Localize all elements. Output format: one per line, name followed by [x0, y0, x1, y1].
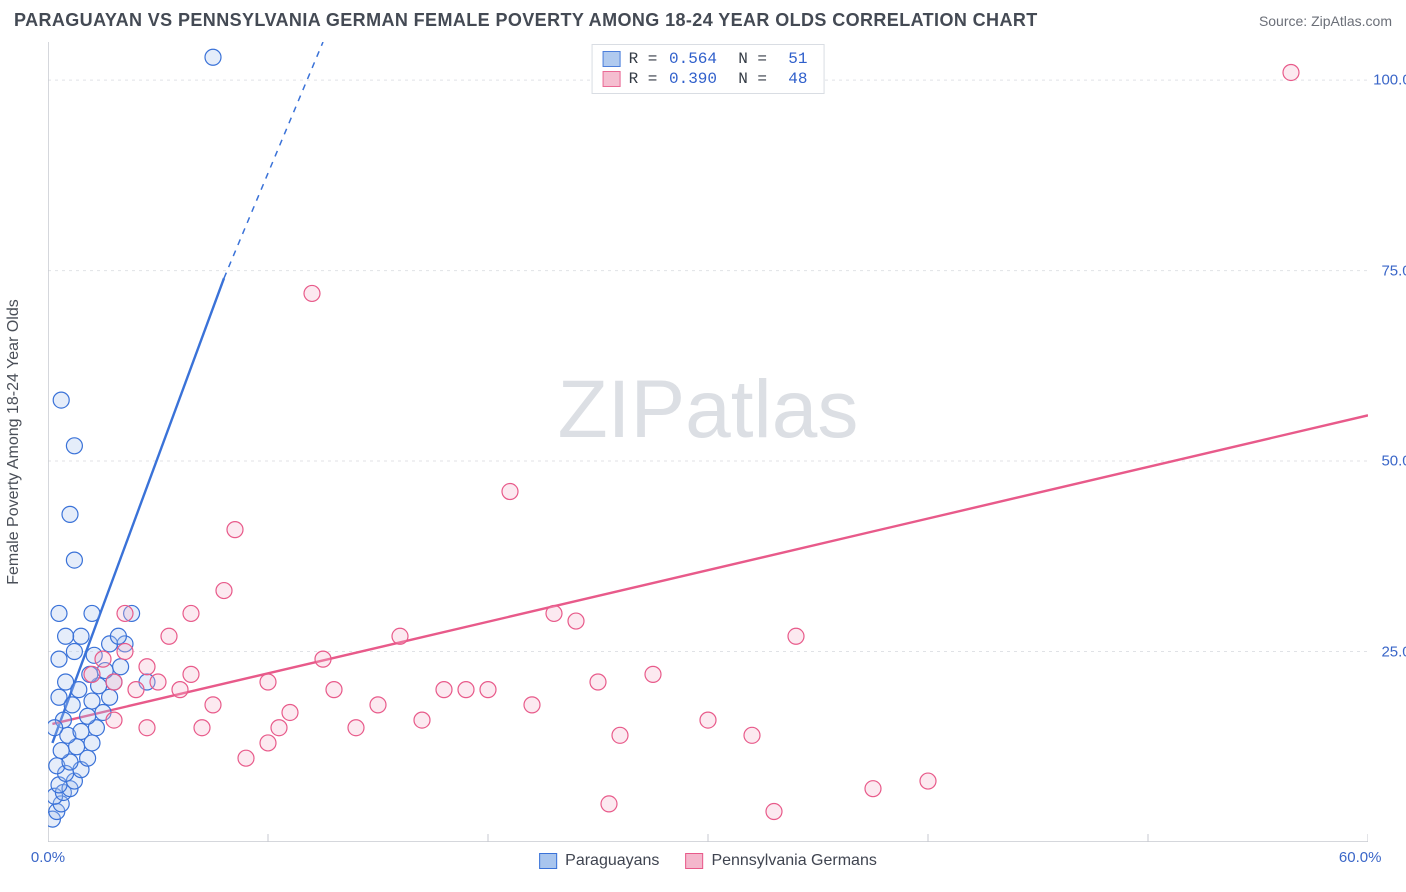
chart-source: Source: ZipAtlas.com — [1259, 13, 1392, 29]
data-point — [84, 693, 100, 709]
data-point — [370, 697, 386, 713]
y-tick-label: 50.0% — [1381, 453, 1406, 470]
regression-line-extend — [224, 42, 323, 278]
data-point — [260, 735, 276, 751]
data-point — [304, 285, 320, 301]
legend-item: Paraguayans — [539, 852, 659, 870]
data-point — [766, 804, 782, 820]
data-point — [58, 628, 74, 644]
data-point — [194, 720, 210, 736]
data-point — [205, 697, 221, 713]
data-point — [73, 724, 89, 740]
data-point — [51, 689, 67, 705]
data-point — [73, 628, 89, 644]
data-point — [1283, 64, 1299, 80]
data-point — [117, 605, 133, 621]
legend-swatch — [539, 853, 557, 869]
data-point — [216, 583, 232, 599]
data-point — [95, 651, 111, 667]
data-point — [326, 682, 342, 698]
data-point — [139, 659, 155, 675]
data-point — [58, 674, 74, 690]
data-point — [315, 651, 331, 667]
data-point — [920, 773, 936, 789]
data-point — [113, 659, 129, 675]
data-point — [271, 720, 287, 736]
data-point — [744, 727, 760, 743]
legend-stats-text: R = 0.390 N = 48 — [629, 69, 810, 89]
y-tick-label: 75.0% — [1381, 262, 1406, 279]
data-point — [260, 674, 276, 690]
data-point — [645, 666, 661, 682]
data-point — [80, 708, 96, 724]
data-point — [612, 727, 628, 743]
data-point — [865, 781, 881, 797]
data-point — [128, 682, 144, 698]
data-point — [436, 682, 452, 698]
legend-stats-text: R = 0.564 N = 51 — [629, 49, 810, 69]
data-point — [183, 666, 199, 682]
data-point — [106, 674, 122, 690]
y-axis-label: Female Poverty Among 18-24 Year Olds — [5, 299, 23, 585]
data-point — [51, 605, 67, 621]
legend-stats-row: R = 0.564 N = 51 — [603, 49, 810, 69]
data-point — [150, 674, 166, 690]
source-prefix: Source: — [1259, 13, 1311, 29]
data-point — [590, 674, 606, 690]
data-point — [700, 712, 716, 728]
data-point — [601, 796, 617, 812]
x-tick-label: 60.0% — [1339, 849, 1382, 866]
data-point — [62, 506, 78, 522]
legend-swatch — [685, 853, 703, 869]
data-point — [524, 697, 540, 713]
chart-header: PARAGUAYAN VS PENNSYLVANIA GERMAN FEMALE… — [14, 10, 1392, 31]
data-point — [183, 605, 199, 621]
data-point — [161, 628, 177, 644]
legend-item: Pennsylvania Germans — [685, 852, 876, 870]
legend-label: Paraguayans — [565, 852, 659, 870]
data-point — [66, 552, 82, 568]
data-point — [84, 605, 100, 621]
legend-stats-row: R = 0.390 N = 48 — [603, 69, 810, 89]
data-point — [53, 392, 69, 408]
x-tick-label: 0.0% — [31, 849, 65, 866]
watermark: ZIPatlas — [558, 364, 859, 455]
data-point — [458, 682, 474, 698]
data-point — [66, 438, 82, 454]
data-point — [205, 49, 221, 65]
data-point — [117, 644, 133, 660]
data-point — [106, 712, 122, 728]
data-point — [348, 720, 364, 736]
data-point — [414, 712, 430, 728]
chart-area: Female Poverty Among 18-24 Year Olds ZIP… — [48, 42, 1368, 842]
source-name: ZipAtlas.com — [1311, 13, 1392, 29]
data-point — [502, 484, 518, 500]
data-point — [139, 720, 155, 736]
legend-stats-box: R = 0.564 N = 51R = 0.390 N = 48 — [592, 44, 825, 94]
regression-line — [52, 415, 1368, 724]
data-point — [788, 628, 804, 644]
data-point — [392, 628, 408, 644]
chart-title: PARAGUAYAN VS PENNSYLVANIA GERMAN FEMALE… — [14, 10, 1038, 31]
data-point — [48, 720, 63, 736]
data-point — [480, 682, 496, 698]
data-point — [227, 522, 243, 538]
legend-swatch — [603, 51, 621, 67]
legend-swatch — [603, 71, 621, 87]
data-point — [66, 644, 82, 660]
legend-label: Pennsylvania Germans — [711, 852, 876, 870]
data-point — [84, 666, 100, 682]
data-point — [282, 704, 298, 720]
data-point — [110, 628, 126, 644]
data-point — [172, 682, 188, 698]
data-point — [568, 613, 584, 629]
data-point — [238, 750, 254, 766]
legend-bottom: Paraguayans Pennsylvania Germans — [539, 852, 877, 870]
scatter-plot: ZIPatlas — [48, 42, 1368, 842]
data-point — [53, 743, 69, 759]
y-tick-label: 25.0% — [1381, 643, 1406, 660]
data-point — [546, 605, 562, 621]
y-tick-label: 100.0% — [1373, 72, 1406, 89]
data-point — [51, 651, 67, 667]
